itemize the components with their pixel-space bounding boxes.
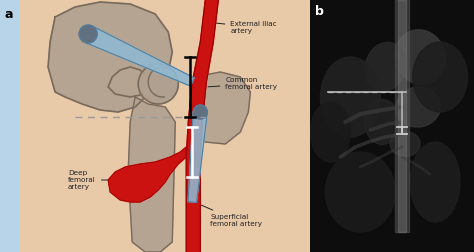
Ellipse shape [326,152,395,232]
Polygon shape [186,0,219,252]
Text: b: b [316,5,324,18]
Ellipse shape [410,142,460,222]
Ellipse shape [365,42,406,92]
Polygon shape [190,72,250,144]
Ellipse shape [320,57,380,137]
Ellipse shape [365,100,400,144]
Ellipse shape [413,42,467,112]
Circle shape [193,105,207,119]
Ellipse shape [310,102,350,162]
Bar [0,0,18,252]
Circle shape [79,25,97,43]
Polygon shape [128,97,175,252]
Text: Common
femoral artery: Common femoral artery [208,78,277,90]
Polygon shape [48,2,172,112]
Bar [395,0,409,232]
Polygon shape [84,26,194,86]
Ellipse shape [390,132,420,156]
Text: External iliac
artery: External iliac artery [208,20,277,34]
Text: Deep
femoral
artery: Deep femoral artery [68,170,143,190]
Circle shape [138,64,178,104]
Text: Superficial
femoral artery: Superficial femoral artery [197,203,262,227]
Polygon shape [188,111,207,202]
Bar [398,0,406,232]
Text: a: a [4,8,12,21]
Polygon shape [108,147,186,202]
Ellipse shape [396,87,440,127]
Ellipse shape [395,30,446,84]
